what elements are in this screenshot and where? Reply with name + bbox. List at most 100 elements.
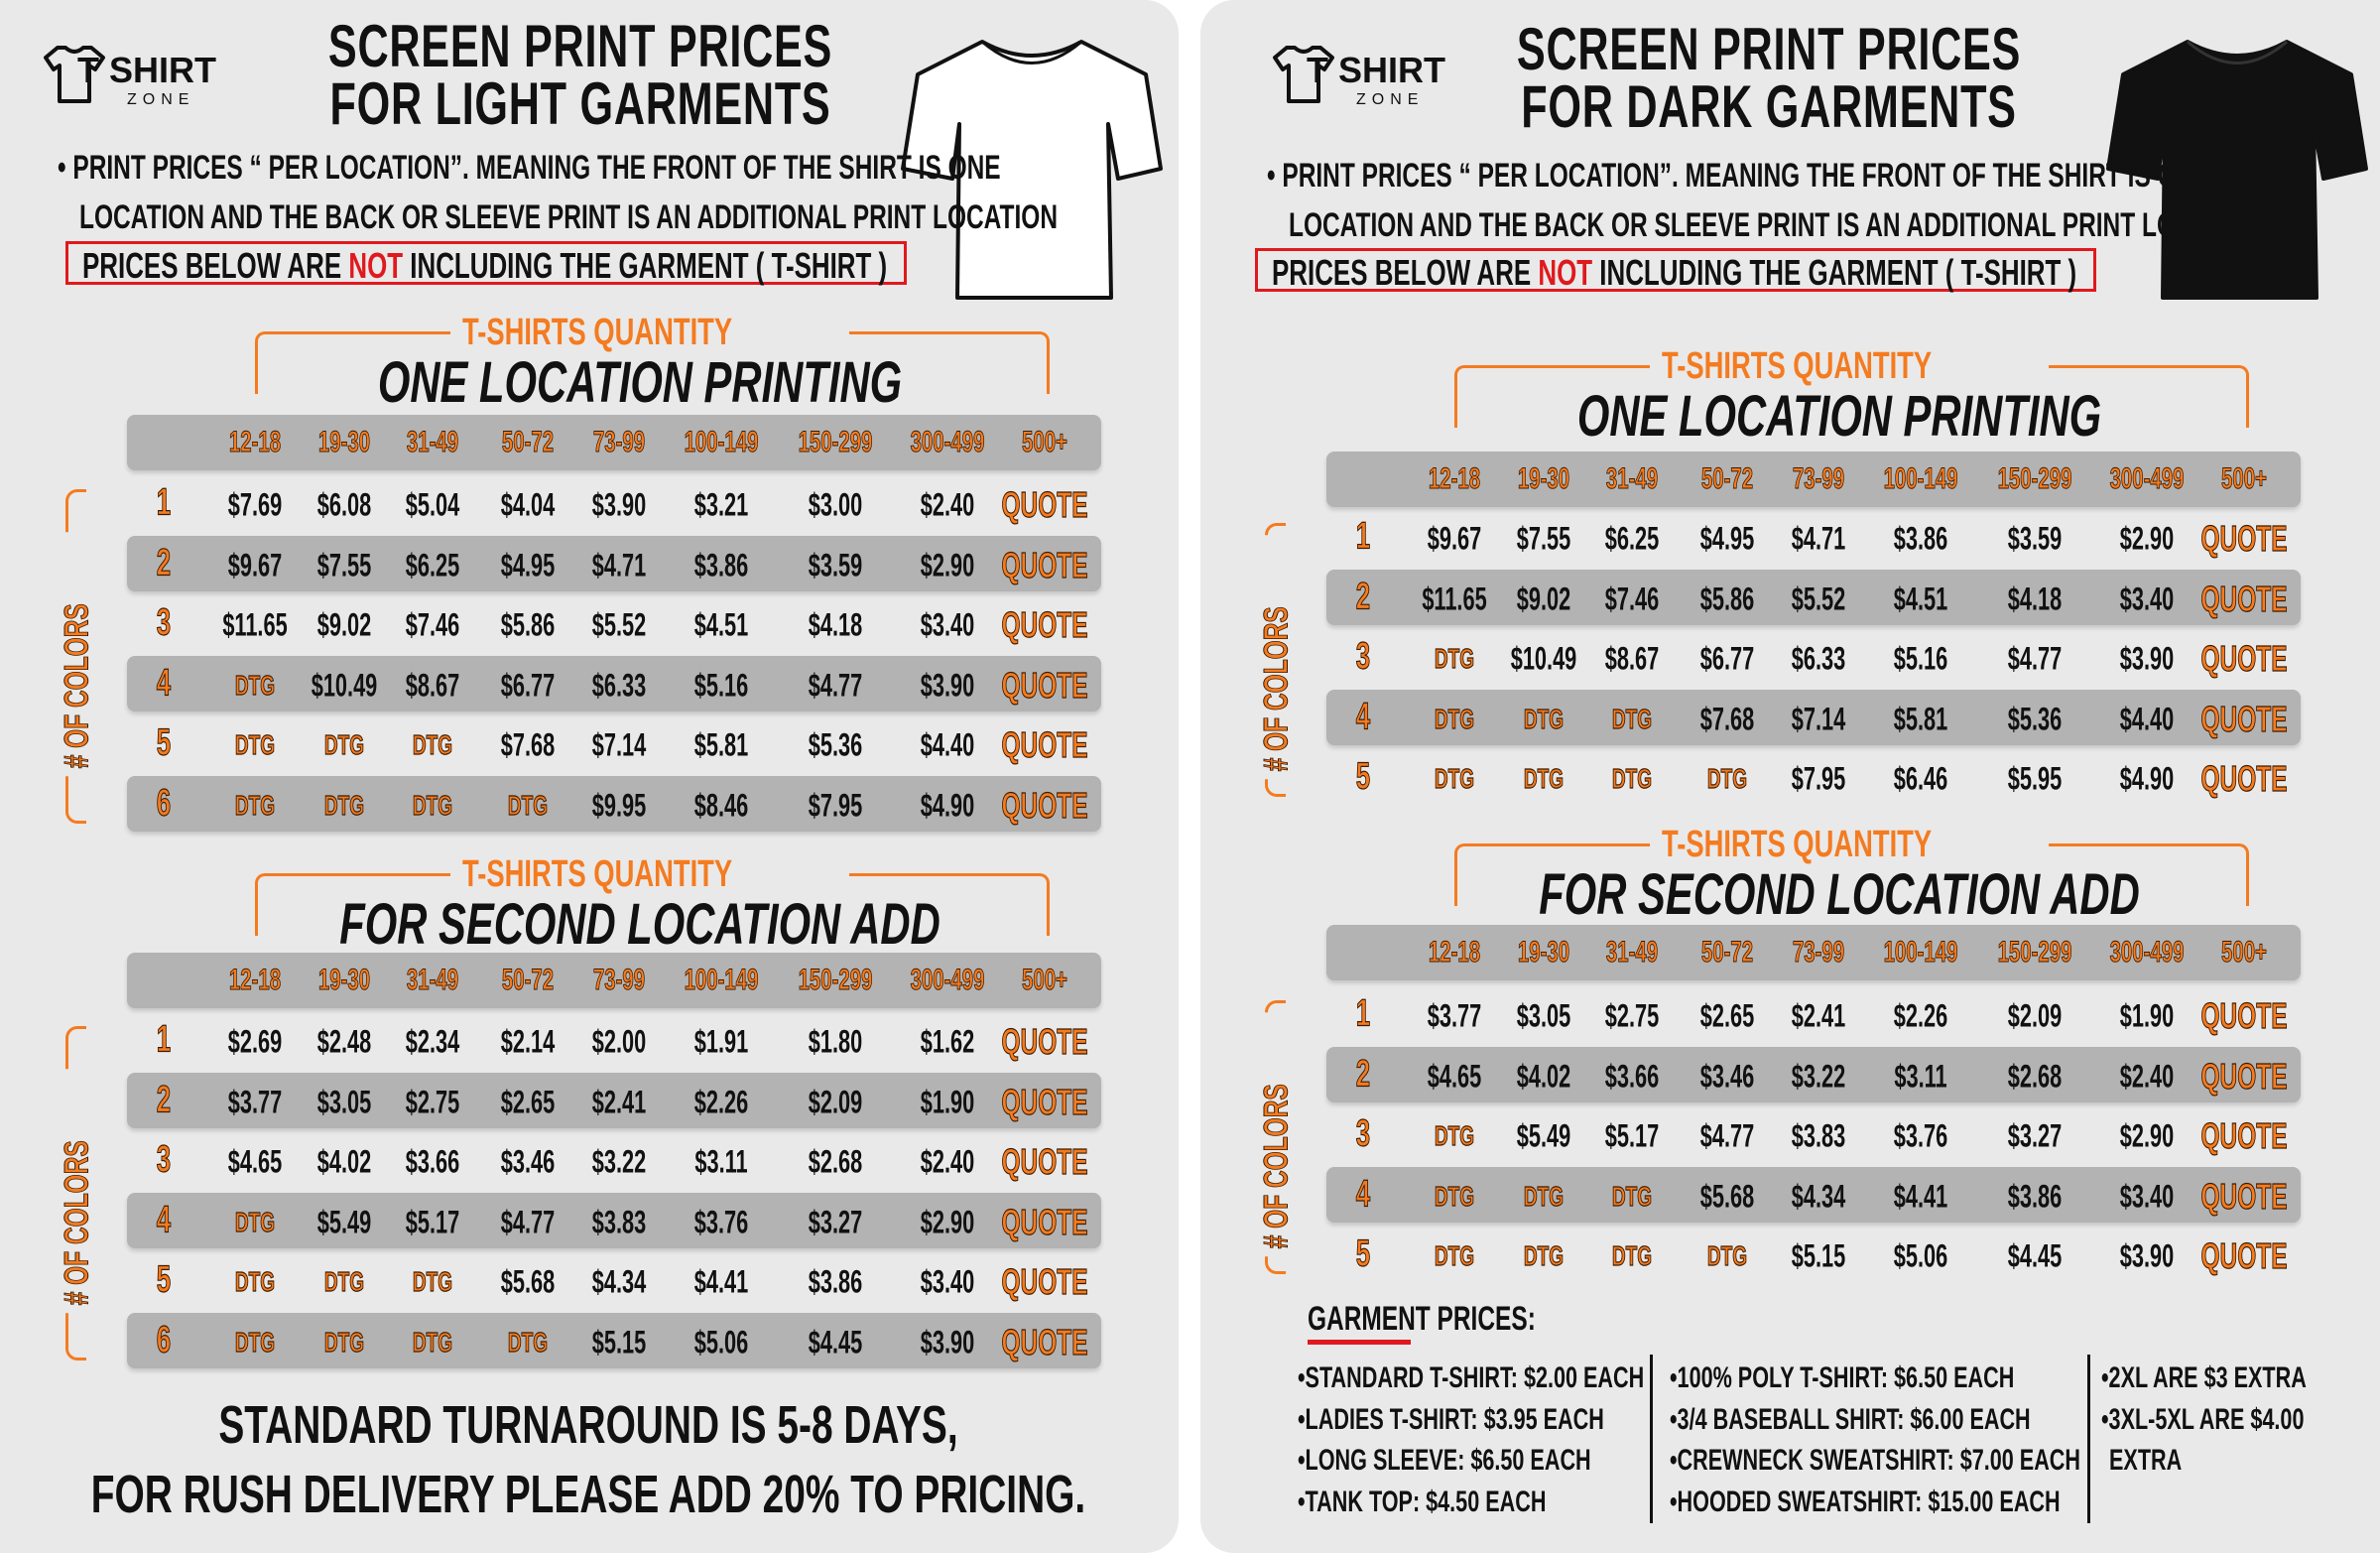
price-cell-text: $4.18 <box>2007 581 2063 617</box>
price-cell: $2.26 <box>1881 998 1960 1035</box>
price-cell-text: $9.67 <box>1427 520 1482 557</box>
price-cell: $3.86 <box>1881 521 1960 558</box>
price-cell: $4.65 <box>1415 1058 1494 1095</box>
dtg-cell-text: DTG <box>412 1326 453 1358</box>
garment-price-text: •CREWNECK SWEATSHIRT: $7.00 EACH <box>1670 1444 2081 1477</box>
price-cell: $7.68 <box>1688 701 1767 737</box>
price-cell-text: $5.86 <box>500 606 556 643</box>
price-cell: $6.77 <box>488 667 567 704</box>
price-cell-text: $9.67 <box>227 547 283 583</box>
price-cell-text: $4.51 <box>1893 581 1948 617</box>
garment-price-text: •100% POLY T-SHIRT: $6.50 EACH <box>1670 1361 2015 1394</box>
price-cell: $3.11 <box>1882 1058 1959 1095</box>
price-cell-text: $3.05 <box>1516 997 1571 1034</box>
dtg-cell-text: DTG <box>1523 1180 1565 1212</box>
color-count-text: 4 <box>156 662 172 705</box>
column-header: 100-149 <box>1866 936 1975 970</box>
price-cell-text: $8.67 <box>405 667 460 704</box>
dtg-cell-text: DTG <box>234 669 276 701</box>
price-cell-text: $7.68 <box>1699 701 1755 737</box>
price-cell: $10.49 <box>296 667 393 704</box>
price-cell-text: $3.90 <box>920 667 975 704</box>
column-header-text: 31-49 <box>406 964 459 997</box>
quote-cell-text: QUOTE <box>2200 1115 2288 1157</box>
price-cell-text: $2.69 <box>227 1023 283 1060</box>
price-cell: $1.90 <box>2107 998 2187 1035</box>
row-band <box>1326 1046 2301 1102</box>
price-cell-text: $5.81 <box>693 726 749 763</box>
dtg-cell: DTG <box>1697 763 1756 795</box>
price-cell: $2.40 <box>2107 1058 2187 1095</box>
price-cell-text: $1.62 <box>920 1023 975 1060</box>
price-cell: $4.02 <box>1504 1058 1583 1095</box>
price-cell: $5.16 <box>1881 641 1960 678</box>
price-cell-text: $4.41 <box>693 1263 749 1300</box>
dtg-cell-text: DTG <box>1523 1240 1565 1272</box>
price-cell: $2.41 <box>1779 998 1858 1035</box>
column-header: 50-72 <box>1690 462 1766 496</box>
price-cell-text: $3.86 <box>808 1263 863 1300</box>
price-cell: $3.76 <box>682 1204 761 1240</box>
quantity-label: T-SHIRTS QUANTITY <box>450 853 849 896</box>
price-cell-text: $1.80 <box>808 1023 863 1060</box>
table-title: ONE LOCATION PRINTING <box>1475 383 2203 450</box>
price-cell: $2.26 <box>682 1084 761 1120</box>
price-cell-text: $4.51 <box>693 606 749 643</box>
dtg-cell: DTG <box>1602 1240 1661 1272</box>
price-cell-text: $5.06 <box>693 1324 749 1360</box>
price-cell: $5.49 <box>305 1204 384 1240</box>
price-cell-text: $4.02 <box>316 1143 372 1180</box>
dtg-cell-text: DTG <box>323 789 365 821</box>
quantity-label-text: T-SHIRTS QUANTITY <box>1662 345 1933 387</box>
price-cell-text: $3.11 <box>1894 1058 1947 1095</box>
dtg-cell: DTG <box>1514 1240 1572 1272</box>
price-cell-text: $6.46 <box>1893 760 1948 797</box>
quantity-label-text: T-SHIRTS QUANTITY <box>1662 824 1933 865</box>
price-cell-text: $3.90 <box>2119 640 2175 677</box>
quantity-label: T-SHIRTS QUANTITY <box>1650 824 2049 866</box>
price-cell-text: $3.90 <box>591 486 647 523</box>
price-cell: $2.34 <box>393 1024 472 1061</box>
price-cell-text: $5.04 <box>405 486 460 523</box>
price-cell: $4.77 <box>1688 1118 1767 1155</box>
quote-cell-text: QUOTE <box>1001 544 1088 585</box>
price-cell: $4.51 <box>1881 581 1960 617</box>
quote-cell: QUOTE <box>2181 994 2308 1037</box>
color-count-text: 5 <box>156 721 172 764</box>
footer-line-1: STANDARD TURNAROUND IS 5-8 DAYS, <box>74 1394 1101 1456</box>
notice-text: PRICES BELOW ARE NOT INCLUDING THE GARME… <box>82 244 887 288</box>
price-cell-text: $1.91 <box>693 1023 749 1060</box>
price-cell: $3.27 <box>796 1204 875 1240</box>
column-header: 50-72 <box>490 964 566 997</box>
color-count: 1 <box>153 481 174 525</box>
quote-cell-text: QUOTE <box>2200 638 2288 680</box>
price-cell: $4.40 <box>2107 701 2187 737</box>
column-header: 31-49 <box>1594 936 1671 970</box>
price-cell: $3.27 <box>1995 1118 2074 1155</box>
price-cell: $2.68 <box>1995 1058 2074 1095</box>
price-cell: $11.65 <box>1407 581 1502 617</box>
price-cell-text: $9.02 <box>1516 581 1571 617</box>
row-band <box>127 1313 1101 1368</box>
price-cell-text: $4.65 <box>1427 1058 1482 1095</box>
quote-cell-text: QUOTE <box>1001 1141 1088 1183</box>
garment-price-item: •100% POLY T-SHIRT: $6.50 EACH <box>1670 1361 2148 1395</box>
column-divider <box>1650 1355 1653 1523</box>
bullet-text: LOCATION AND THE BACK OR SLEEVE PRINT IS… <box>79 198 1059 236</box>
price-cell-text: $2.40 <box>920 486 975 523</box>
dtg-cell: DTG <box>1514 763 1572 795</box>
colors-axis-label: # OF COLORS <box>1257 534 1297 780</box>
column-header: 12-18 <box>1417 462 1493 496</box>
price-cell: $5.68 <box>1688 1178 1767 1215</box>
dtg-cell: DTG <box>1425 703 1483 735</box>
price-cell-text: $5.49 <box>316 1204 372 1240</box>
color-count-text: 1 <box>156 1018 172 1061</box>
price-cell-text: $10.49 <box>311 667 378 704</box>
price-cell: $3.11 <box>683 1144 760 1181</box>
dtg-cell: DTG <box>1425 1120 1483 1152</box>
price-cell: $3.40 <box>2107 581 2187 617</box>
price-cell: $6.33 <box>579 667 659 704</box>
garment-price-item: •LONG SLEEVE: $6.50 EACH <box>1298 1444 1705 1478</box>
dtg-cell: DTG <box>1425 763 1483 795</box>
table-title: ONE LOCATION PRINTING <box>276 349 1004 416</box>
